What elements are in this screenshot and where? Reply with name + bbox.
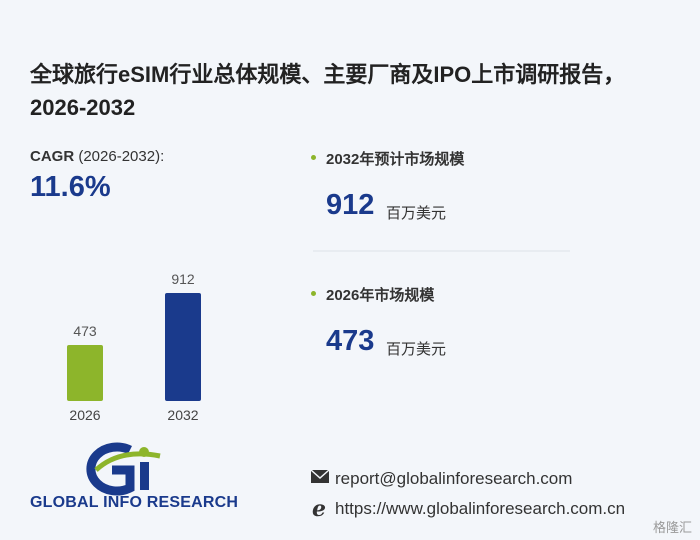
logo-mark: [86, 442, 161, 496]
cagr-value: 11.6%: [30, 171, 111, 203]
stat-value: 473: [326, 325, 375, 357]
bullet: [311, 291, 316, 296]
watermark: 格隆汇: [652, 520, 692, 535]
bullet: [311, 155, 316, 160]
web-icon: e: [312, 496, 326, 522]
bar: [67, 344, 103, 401]
cagr-name: CAGR: [30, 148, 75, 165]
cagr-label: CAGR (2026-2032):: [30, 148, 164, 165]
value-label: 473: [73, 323, 97, 339]
email-icon: [310, 469, 330, 483]
logo-text: GLOBAL INFO RESEARCH: [30, 494, 239, 511]
stat-value: 912: [326, 189, 375, 221]
value-label: 912: [171, 271, 195, 287]
cagr-period: (2026-2032):: [78, 148, 165, 165]
stat-unit: 百万美元: [386, 205, 447, 222]
category-label: 2026: [69, 407, 100, 423]
stat-label: 2026年市场规模: [326, 287, 435, 304]
title: 全球旅行eSIM行业总体规模、主要厂商及IPO上市调研报告，2026-2032: [30, 62, 626, 120]
logo-i: [140, 462, 149, 490]
stat-unit: 百万美元: [386, 341, 447, 358]
logo-swoosh: [94, 451, 161, 472]
stat-label: 2032年预计市场规模: [326, 151, 465, 168]
website: https://www.globalinforesearch.com.cn: [335, 499, 626, 518]
email: report@globalinforesearch.com: [335, 469, 573, 488]
envelope-flap: [310, 469, 330, 480]
logo-g: [86, 442, 135, 496]
bar: [165, 293, 201, 401]
category-label: 2032: [167, 407, 198, 423]
